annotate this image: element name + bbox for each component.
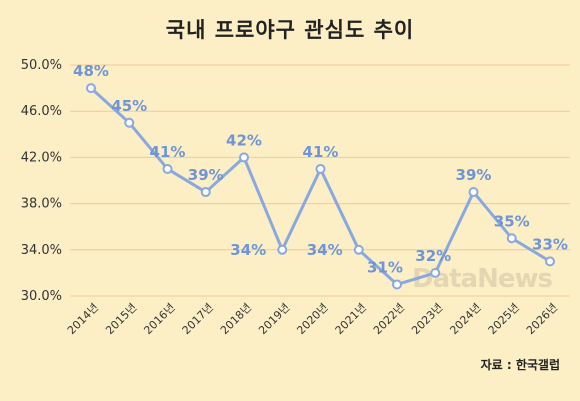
y-tick-label: 42.0% <box>21 150 62 165</box>
data-label: 34% <box>307 241 343 259</box>
data-label: 33% <box>532 235 568 253</box>
x-tick-label: 2019년 <box>256 301 292 337</box>
x-tick-label: 2014년 <box>65 301 101 337</box>
data-label: 34% <box>230 241 266 259</box>
x-tick-label: 2023년 <box>409 301 445 337</box>
x-tick-label: 2021년 <box>333 301 369 337</box>
data-point <box>277 244 288 255</box>
chart-title: 국내 프로야구 관심도 추이 <box>165 18 415 42</box>
data-point <box>124 117 135 128</box>
data-point <box>545 256 555 267</box>
x-tick-label: 2026년 <box>524 301 560 337</box>
data-label: 39% <box>188 166 224 184</box>
x-tick-label: 2024년 <box>447 301 483 337</box>
data-label: 35% <box>494 212 530 230</box>
x-tick-label: 2020년 <box>294 301 330 337</box>
data-label: 42% <box>226 131 262 149</box>
y-tick-label: 34.0% <box>21 243 62 258</box>
data-point <box>86 83 96 94</box>
data-point <box>353 244 364 255</box>
y-tick-label: 38.0% <box>21 197 62 212</box>
source-note: 자료 : 한국갤럽 <box>480 358 560 372</box>
x-tick-label: 2018년 <box>218 301 254 337</box>
data-point <box>315 163 326 174</box>
data-point <box>430 267 441 278</box>
data-label: 41% <box>150 143 186 161</box>
data-label: 48% <box>73 62 109 80</box>
x-tick-label: 2017년 <box>180 301 216 337</box>
data-point <box>506 233 517 244</box>
data-point <box>200 187 211 198</box>
y-tick-label: 30.0% <box>21 289 62 304</box>
data-point <box>468 187 479 198</box>
x-tick-label: 2025년 <box>486 301 522 337</box>
data-point <box>392 279 402 290</box>
x-tick-label: 2015년 <box>103 301 139 337</box>
data-point <box>162 163 173 174</box>
data-label: 31% <box>367 258 403 276</box>
data-label: 32% <box>415 247 451 265</box>
data-label: 39% <box>456 166 492 184</box>
x-tick-label: 2022년 <box>371 301 407 337</box>
data-label: 41% <box>303 143 339 161</box>
y-tick-label: 46.0% <box>21 104 62 119</box>
data-label: 45% <box>111 97 147 115</box>
y-tick-label: 50.0% <box>21 58 62 73</box>
x-tick-label: 2016년 <box>141 301 177 337</box>
data-point <box>239 152 249 163</box>
